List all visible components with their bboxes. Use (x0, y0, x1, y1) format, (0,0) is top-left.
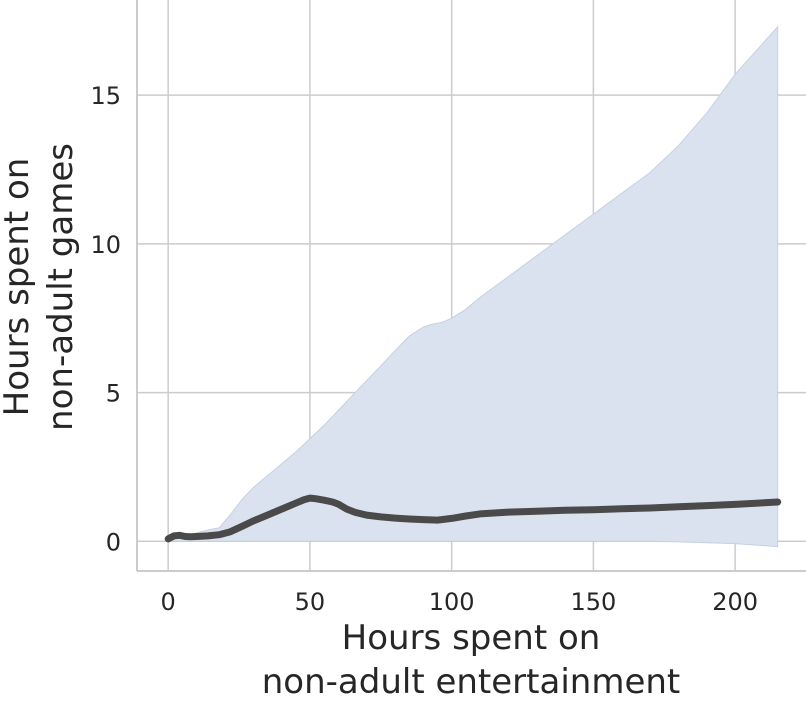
x-tick-label: 200 (712, 588, 758, 616)
y-axis-title-line-2: non-adult games (41, 143, 81, 431)
x-axis-title-line-2: non-adult entertainment (262, 662, 681, 701)
y-tick-label: 5 (106, 380, 121, 408)
trend-line (164, 494, 782, 543)
y-tick-label: 15 (90, 82, 121, 110)
y-tick-label: 10 (90, 231, 121, 259)
x-tick-label: 100 (429, 588, 475, 616)
axis-spines (136, 0, 806, 572)
confidence-band-area (167, 25, 779, 548)
x-tick-label: 150 (570, 588, 616, 616)
confidence-band (167, 25, 779, 548)
tick-labels: 0 50 100 150 200 0 5 10 15 (90, 82, 758, 616)
x-tick-label: 50 (295, 588, 326, 616)
x-axis-title-line-1: Hours spent on (342, 618, 601, 658)
y-axis-title-line-1: Hours spent on (0, 158, 37, 417)
x-tick-label: 0 (161, 588, 176, 616)
series-line (164, 494, 782, 543)
y-tick-label: 0 (106, 528, 121, 556)
